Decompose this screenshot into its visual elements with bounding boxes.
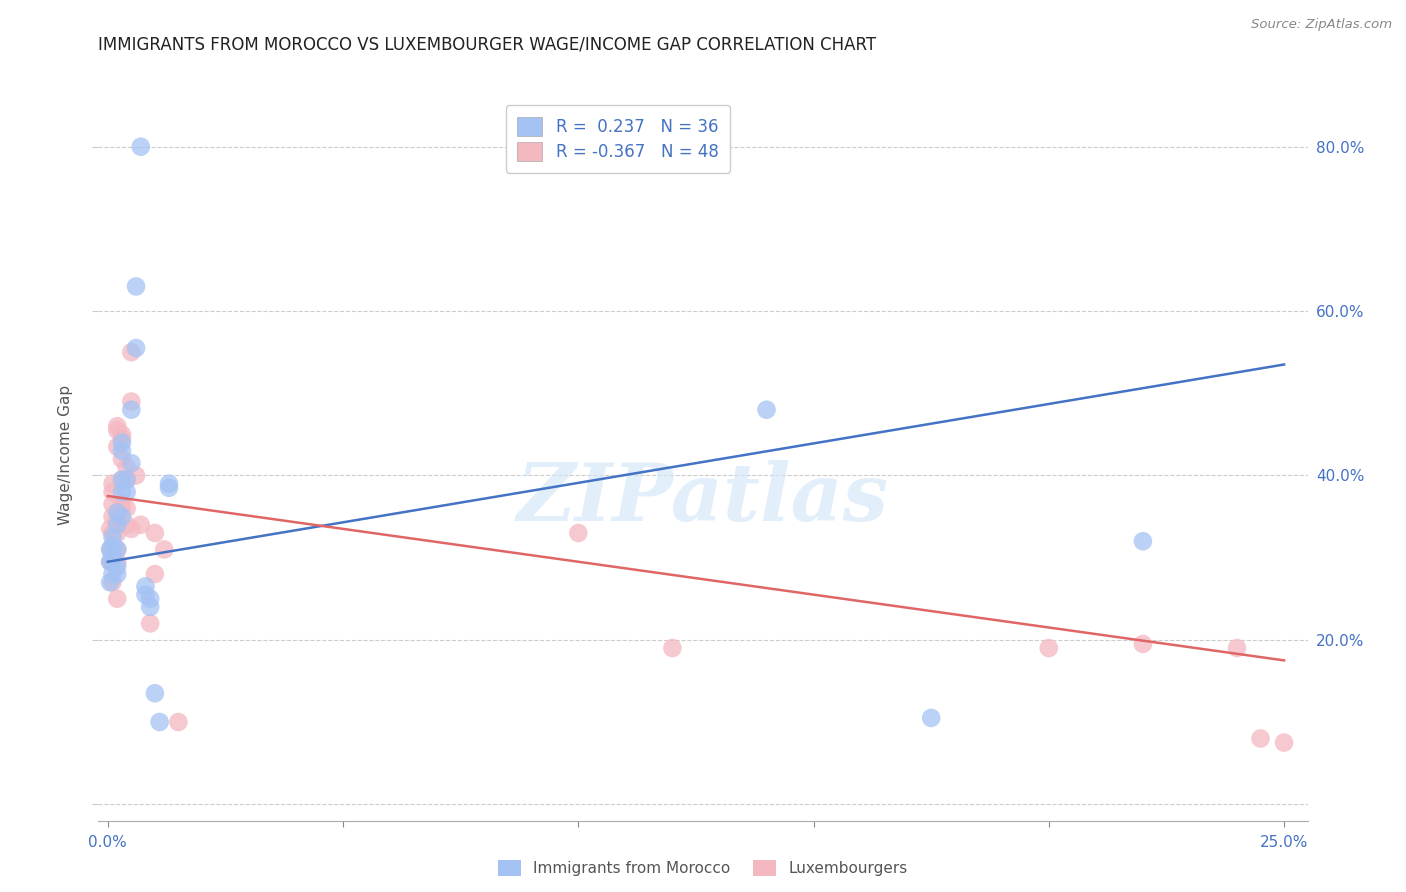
Point: [105, 526, 128, 541]
Point: [111, 501, 134, 516]
Point: [105, 567, 128, 582]
Point: [567, 526, 589, 541]
Point: [101, 547, 124, 561]
Point: [111, 473, 134, 487]
Point: [98, 575, 121, 590]
Point: [920, 711, 942, 725]
Point: [105, 419, 128, 434]
Point: [98, 542, 121, 557]
Point: [101, 567, 124, 582]
Point: [98, 555, 121, 569]
Point: [115, 501, 138, 516]
Point: [115, 473, 138, 487]
Point: [111, 473, 134, 487]
Point: [105, 517, 128, 532]
Point: [105, 423, 128, 437]
Point: [1272, 735, 1295, 749]
Point: [105, 505, 128, 519]
Point: [143, 567, 166, 582]
Point: [115, 473, 138, 487]
Point: [111, 443, 134, 458]
Point: [153, 542, 176, 557]
Point: [1132, 637, 1154, 651]
Point: [111, 509, 134, 524]
Text: Source: ZipAtlas.com: Source: ZipAtlas.com: [1251, 18, 1392, 31]
Point: [120, 456, 142, 470]
Point: [167, 714, 190, 729]
Point: [101, 555, 124, 569]
Point: [120, 345, 142, 359]
Point: [101, 575, 124, 590]
Point: [105, 514, 128, 528]
Point: [105, 555, 128, 569]
Point: [139, 616, 162, 631]
Point: [101, 547, 124, 561]
Point: [98, 542, 121, 557]
Point: [105, 542, 128, 557]
Y-axis label: Wage/Income Gap: Wage/Income Gap: [59, 384, 73, 525]
Point: [143, 686, 166, 700]
Point: [115, 460, 138, 475]
Point: [157, 476, 180, 491]
Point: [134, 579, 156, 593]
Point: [101, 526, 124, 541]
Text: IMMIGRANTS FROM MOROCCO VS LUXEMBOURGER WAGE/INCOME GAP CORRELATION CHART: IMMIGRANTS FROM MOROCCO VS LUXEMBOURGER …: [98, 36, 876, 54]
Point: [105, 591, 128, 606]
Point: [101, 476, 124, 491]
Point: [120, 522, 142, 536]
Point: [125, 468, 148, 483]
Text: ZIPatlas: ZIPatlas: [517, 460, 889, 538]
Point: [115, 484, 138, 499]
Point: [661, 641, 683, 656]
Point: [111, 427, 134, 442]
Point: [111, 484, 134, 499]
Point: [111, 432, 134, 446]
Point: [1038, 641, 1060, 656]
Point: [755, 402, 778, 417]
Legend: Immigrants from Morocco, Luxembourgers: Immigrants from Morocco, Luxembourgers: [492, 855, 914, 882]
Point: [101, 497, 124, 511]
Point: [129, 517, 152, 532]
Point: [105, 558, 128, 573]
Point: [98, 555, 121, 569]
Point: [120, 394, 142, 409]
Point: [105, 542, 128, 557]
Point: [129, 139, 152, 153]
Point: [1250, 731, 1272, 746]
Point: [105, 440, 128, 454]
Point: [1226, 641, 1249, 656]
Point: [101, 538, 124, 552]
Point: [149, 714, 172, 729]
Point: [111, 497, 134, 511]
Point: [134, 588, 156, 602]
Point: [125, 341, 148, 355]
Point: [105, 505, 128, 519]
Point: [139, 599, 162, 614]
Point: [125, 279, 148, 293]
Point: [111, 452, 134, 467]
Point: [101, 555, 124, 569]
Point: [101, 509, 124, 524]
Point: [143, 526, 166, 541]
Point: [120, 402, 142, 417]
Point: [98, 522, 121, 536]
Point: [101, 484, 124, 499]
Point: [111, 435, 134, 450]
Point: [1132, 534, 1154, 549]
Point: [139, 591, 162, 606]
Point: [101, 530, 124, 544]
Point: [157, 481, 180, 495]
Point: [115, 517, 138, 532]
